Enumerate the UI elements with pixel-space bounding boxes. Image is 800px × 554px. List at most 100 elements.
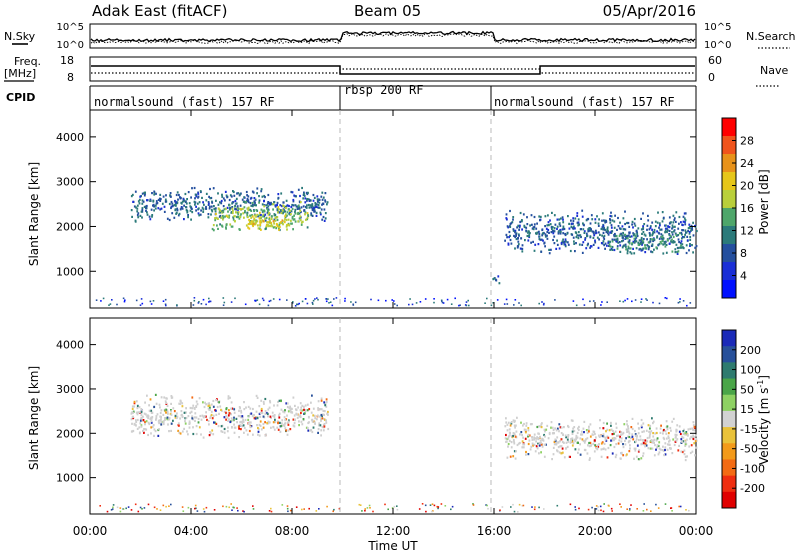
data-cell <box>492 278 495 281</box>
data-cell <box>680 240 683 243</box>
data-cell <box>258 214 261 217</box>
data-cell <box>682 440 685 443</box>
data-cell <box>247 418 250 421</box>
data-cell <box>509 238 512 242</box>
data-cell <box>543 428 546 431</box>
data-cell <box>250 216 253 219</box>
data-cell <box>684 443 687 446</box>
data-cell <box>289 409 292 412</box>
data-cell <box>288 204 290 208</box>
data-cell <box>179 399 182 402</box>
data-cell <box>160 207 163 210</box>
data-cell <box>577 218 580 221</box>
data-cell <box>597 246 600 249</box>
data-cell <box>695 446 698 449</box>
data-cell <box>208 195 210 198</box>
data-cell <box>633 241 636 244</box>
data-cell <box>609 444 612 447</box>
data-cell <box>138 406 141 409</box>
data-cell <box>311 203 314 206</box>
data-cell <box>650 439 653 442</box>
data-cell <box>194 412 197 415</box>
data-cell <box>350 301 352 303</box>
data-cell <box>687 229 689 233</box>
data-cell <box>229 396 231 399</box>
data-cell <box>254 222 256 225</box>
data-cell <box>264 213 267 216</box>
data-cell <box>635 434 637 437</box>
data-cell <box>142 200 145 203</box>
data-cell <box>572 427 574 430</box>
data-cell <box>664 503 667 505</box>
data-cell <box>451 505 454 508</box>
data-cell <box>185 202 188 205</box>
data-cell <box>377 299 380 302</box>
data-cell <box>138 198 141 201</box>
data-cell <box>165 411 167 414</box>
data-cell <box>260 428 263 431</box>
data-cell <box>155 418 157 421</box>
data-cell <box>592 236 595 239</box>
data-cell <box>250 196 253 199</box>
data-cell <box>203 203 205 206</box>
data-cell <box>187 506 190 509</box>
data-cell <box>603 228 605 231</box>
data-cell <box>680 231 683 235</box>
data-cell <box>320 419 322 422</box>
data-cell <box>310 206 313 209</box>
data-cell <box>151 214 154 217</box>
data-cell <box>297 188 300 191</box>
data-cell <box>318 201 321 204</box>
data-cell <box>622 300 625 303</box>
data-cell <box>231 509 233 511</box>
data-cell <box>286 224 288 227</box>
data-cell <box>542 303 545 306</box>
data-cell <box>621 246 624 249</box>
colorbar-swatch <box>722 362 736 380</box>
data-cell <box>265 204 268 207</box>
data-cell <box>508 439 511 442</box>
data-cell <box>174 414 177 417</box>
data-cell <box>272 425 275 429</box>
data-cell <box>182 510 185 512</box>
data-cell <box>247 206 250 209</box>
colorbar-swatch <box>722 226 736 245</box>
data-cell <box>321 191 324 194</box>
data-cell <box>677 250 680 253</box>
data-cell <box>143 412 146 415</box>
data-cell <box>606 301 608 303</box>
data-cell <box>431 503 434 505</box>
data-cell <box>611 452 614 455</box>
data-cell <box>641 249 644 252</box>
data-cell <box>624 210 626 213</box>
data-cell <box>694 246 697 249</box>
data-cell <box>436 505 438 508</box>
data-cell <box>658 447 661 450</box>
data-cell <box>224 215 226 218</box>
data-cell <box>508 428 511 431</box>
data-cell <box>310 429 313 432</box>
data-cell <box>174 208 177 211</box>
data-cell <box>177 429 180 432</box>
data-cell <box>309 204 312 207</box>
data-cell <box>258 195 260 198</box>
data-cell <box>134 220 137 223</box>
data-cell <box>116 303 118 306</box>
data-cell <box>600 509 602 512</box>
data-cell <box>600 448 603 451</box>
data-cell <box>555 442 558 445</box>
data-cell <box>636 435 638 438</box>
data-cell <box>567 435 569 438</box>
data-cell <box>139 304 142 306</box>
data-cell <box>229 194 232 197</box>
data-cell <box>671 420 674 423</box>
data-cell <box>575 236 578 239</box>
data-cell <box>298 206 300 209</box>
data-cell <box>317 407 319 410</box>
data-cell <box>267 221 270 224</box>
data-cell <box>135 424 137 427</box>
data-cell <box>614 430 617 433</box>
data-cell <box>559 230 562 233</box>
